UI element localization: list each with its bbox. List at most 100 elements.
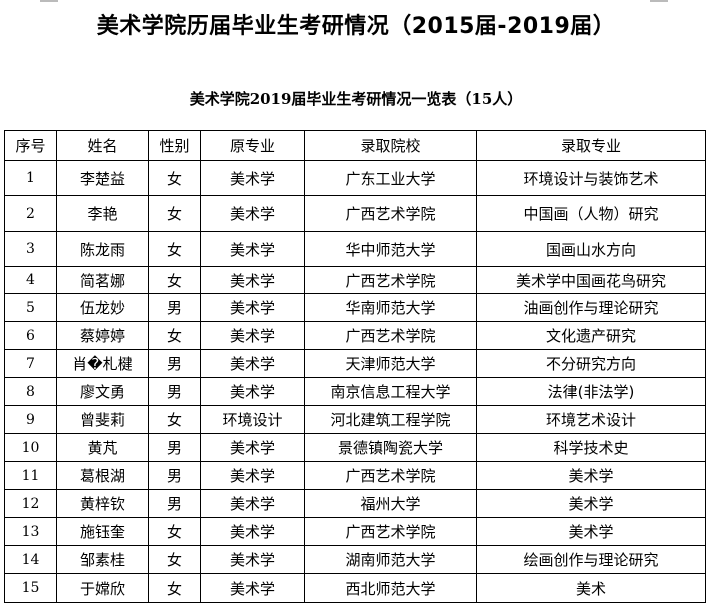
original-major-cell: 美术学 xyxy=(200,377,305,406)
original-major-cell: 美术学 xyxy=(200,195,305,232)
original-major-cell: 美术学 xyxy=(200,321,305,350)
index-cell: 13 xyxy=(4,517,57,546)
index-cell: 2 xyxy=(4,195,57,232)
table-row: 6 蔡婷婷女美术学 广西艺术学院 文化遗产研究 xyxy=(4,321,706,350)
original-major-cell: 美术学 xyxy=(200,160,305,196)
table-row: 8 廖文勇男美术学 南京信息工程大学 法律(非法学) xyxy=(4,377,706,406)
gender-cell: 女 xyxy=(148,231,201,267)
table-row: 13 施钰奎女美术学 广西艺术学院 美术学 xyxy=(4,517,706,546)
admitted-major-cell: 美术 xyxy=(476,573,706,603)
admitted-school-cell: 广西艺术学院 xyxy=(304,517,477,546)
table-row: 9 曾斐莉女环境设计 河北建筑工程学院 环境艺术设计 xyxy=(4,405,706,434)
gender-cell: 女 xyxy=(148,405,201,434)
admitted-school-cell: 景德镇陶瓷大学 xyxy=(304,433,477,462)
name-cell: 陈龙雨 xyxy=(56,231,149,267)
name-cell: 邹素桂 xyxy=(56,545,149,574)
admitted-school-cell: 广东工业大学 xyxy=(304,160,477,196)
name-cell: 施钰奎 xyxy=(56,517,149,546)
index-cell: 7 xyxy=(4,349,57,378)
header-admitted-major: 录取专业 xyxy=(476,130,706,161)
admitted-school-cell: 天津师范大学 xyxy=(304,349,477,378)
original-major-cell: 美术学 xyxy=(200,489,305,518)
index-cell: 6 xyxy=(4,321,57,350)
index-cell: 8 xyxy=(4,377,57,406)
table-row: 4 简茗娜女美术学 广西艺术学院 美术学中国画花鸟研究 xyxy=(4,266,706,294)
admitted-school-cell: 华中师范大学 xyxy=(304,231,477,267)
original-major-cell: 美术学 xyxy=(200,266,305,294)
admitted-major-cell: 美术学 xyxy=(476,461,706,490)
index-cell: 11 xyxy=(4,461,57,490)
name-cell: 廖文勇 xyxy=(56,377,149,406)
admitted-school-cell: 福州大学 xyxy=(304,489,477,518)
admitted-major-cell: 国画山水方向 xyxy=(476,231,706,267)
admitted-major-cell: 中国画（人物）研究 xyxy=(476,195,706,232)
gender-cell: 女 xyxy=(148,545,201,574)
original-major-cell: 美术学 xyxy=(200,545,305,574)
admitted-school-cell: 广西艺术学院 xyxy=(304,195,477,232)
admitted-major-cell: 环境设计与装饰艺术 xyxy=(476,160,706,196)
gender-cell: 女 xyxy=(148,573,201,603)
name-cell: 蔡婷婷 xyxy=(56,321,149,350)
original-major-cell: 美术学 xyxy=(200,293,305,322)
table-row: 15 于嫦欣女美术学 西北师范大学 美术 xyxy=(4,573,706,603)
name-cell: 黄梓钦 xyxy=(56,489,149,518)
gender-cell: 女 xyxy=(148,321,201,350)
admitted-school-cell: 河北建筑工程学院 xyxy=(304,405,477,434)
admitted-major-cell: 不分研究方向 xyxy=(476,349,706,378)
gender-cell: 男 xyxy=(148,349,201,378)
admitted-school-cell: 广西艺术学院 xyxy=(304,321,477,350)
table-row: 10 黄芃男美术学 景德镇陶瓷大学 科学技术史 xyxy=(4,433,706,462)
index-cell: 10 xyxy=(4,433,57,462)
table-row: 12 黄梓钦男美术学 福州大学 美术学 xyxy=(4,489,706,518)
original-major-cell: 美术学 xyxy=(200,573,305,603)
gender-cell: 女 xyxy=(148,195,201,232)
table-row: 7 肖�札楗男美术学 天津师范大学 不分研究方向 xyxy=(4,349,706,378)
index-cell: 9 xyxy=(4,405,57,434)
original-major-cell: 美术学 xyxy=(200,517,305,546)
table-row: 5 伍龙妙男美术学 华南师范大学 油画创作与理论研究 xyxy=(4,293,706,322)
admitted-school-cell: 西北师范大学 xyxy=(304,573,477,603)
gender-cell: 女 xyxy=(148,160,201,196)
original-major-cell: 美术学 xyxy=(200,349,305,378)
original-major-cell: 美术学 xyxy=(200,231,305,267)
table-row: 11 葛根湖男美术学 广西艺术学院 美术学 xyxy=(4,461,706,490)
page-title: 美术学院历届毕业生考研情况（2015届-2019届） xyxy=(96,14,616,39)
header-gender: 性别 xyxy=(148,130,201,161)
table-row: 14 邹素桂女美术学 湖南师范大学 绘画创作与理论研究 xyxy=(4,545,706,574)
name-cell: 简茗娜 xyxy=(56,266,149,294)
gender-cell: 女 xyxy=(148,266,201,294)
name-cell: 于嫦欣 xyxy=(56,573,149,603)
original-major-cell: 美术学 xyxy=(200,433,305,462)
index-cell: 12 xyxy=(4,489,57,518)
admitted-major-cell: 绘画创作与理论研究 xyxy=(476,545,706,574)
admitted-school-cell: 广西艺术学院 xyxy=(304,461,477,490)
admitted-school-cell: 广西艺术学院 xyxy=(304,266,477,294)
gender-cell: 男 xyxy=(148,489,201,518)
index-cell: 5 xyxy=(4,293,57,322)
admitted-major-cell: 美术学 xyxy=(476,489,706,518)
admitted-school-cell: 湖南师范大学 xyxy=(304,545,477,574)
gender-cell: 男 xyxy=(148,293,201,322)
name-cell: 李艳 xyxy=(56,195,149,232)
index-cell: 3 xyxy=(4,231,57,267)
header-admitted-school: 录取院校 xyxy=(304,130,477,161)
admitted-major-cell: 美术学中国画花鸟研究 xyxy=(476,266,706,294)
original-major-cell: 环境设计 xyxy=(200,405,305,434)
gender-cell: 女 xyxy=(148,517,201,546)
header-name: 姓名 xyxy=(56,130,149,161)
index-cell: 1 xyxy=(4,160,57,196)
admitted-major-cell: 法律(非法学) xyxy=(476,377,706,406)
name-cell: 葛根湖 xyxy=(56,461,149,490)
table-row: 3 陈龙雨女美术学 华中师范大学 国画山水方向 xyxy=(4,231,706,267)
admitted-major-cell: 油画创作与理论研究 xyxy=(476,293,706,322)
table-row: 2 李艳女美术学 广西艺术学院 中国画（人物）研究 xyxy=(4,195,706,232)
admissions-table: 序号 姓名 性别 原专业 录取院校 录取专业 1 李楚益女美术学 广东工业大学 环境设计与装饰艺… xyxy=(4,130,706,603)
name-cell: 黄芃 xyxy=(56,433,149,462)
gender-cell: 男 xyxy=(148,377,201,406)
name-cell: 曾斐莉 xyxy=(56,405,149,434)
header-index: 序号 xyxy=(4,130,57,161)
admitted-major-cell: 环境艺术设计 xyxy=(476,405,706,434)
name-cell: 肖�札楗 xyxy=(56,349,149,378)
name-cell: 李楚益 xyxy=(56,160,149,196)
admitted-major-cell: 文化遗产研究 xyxy=(476,321,706,350)
